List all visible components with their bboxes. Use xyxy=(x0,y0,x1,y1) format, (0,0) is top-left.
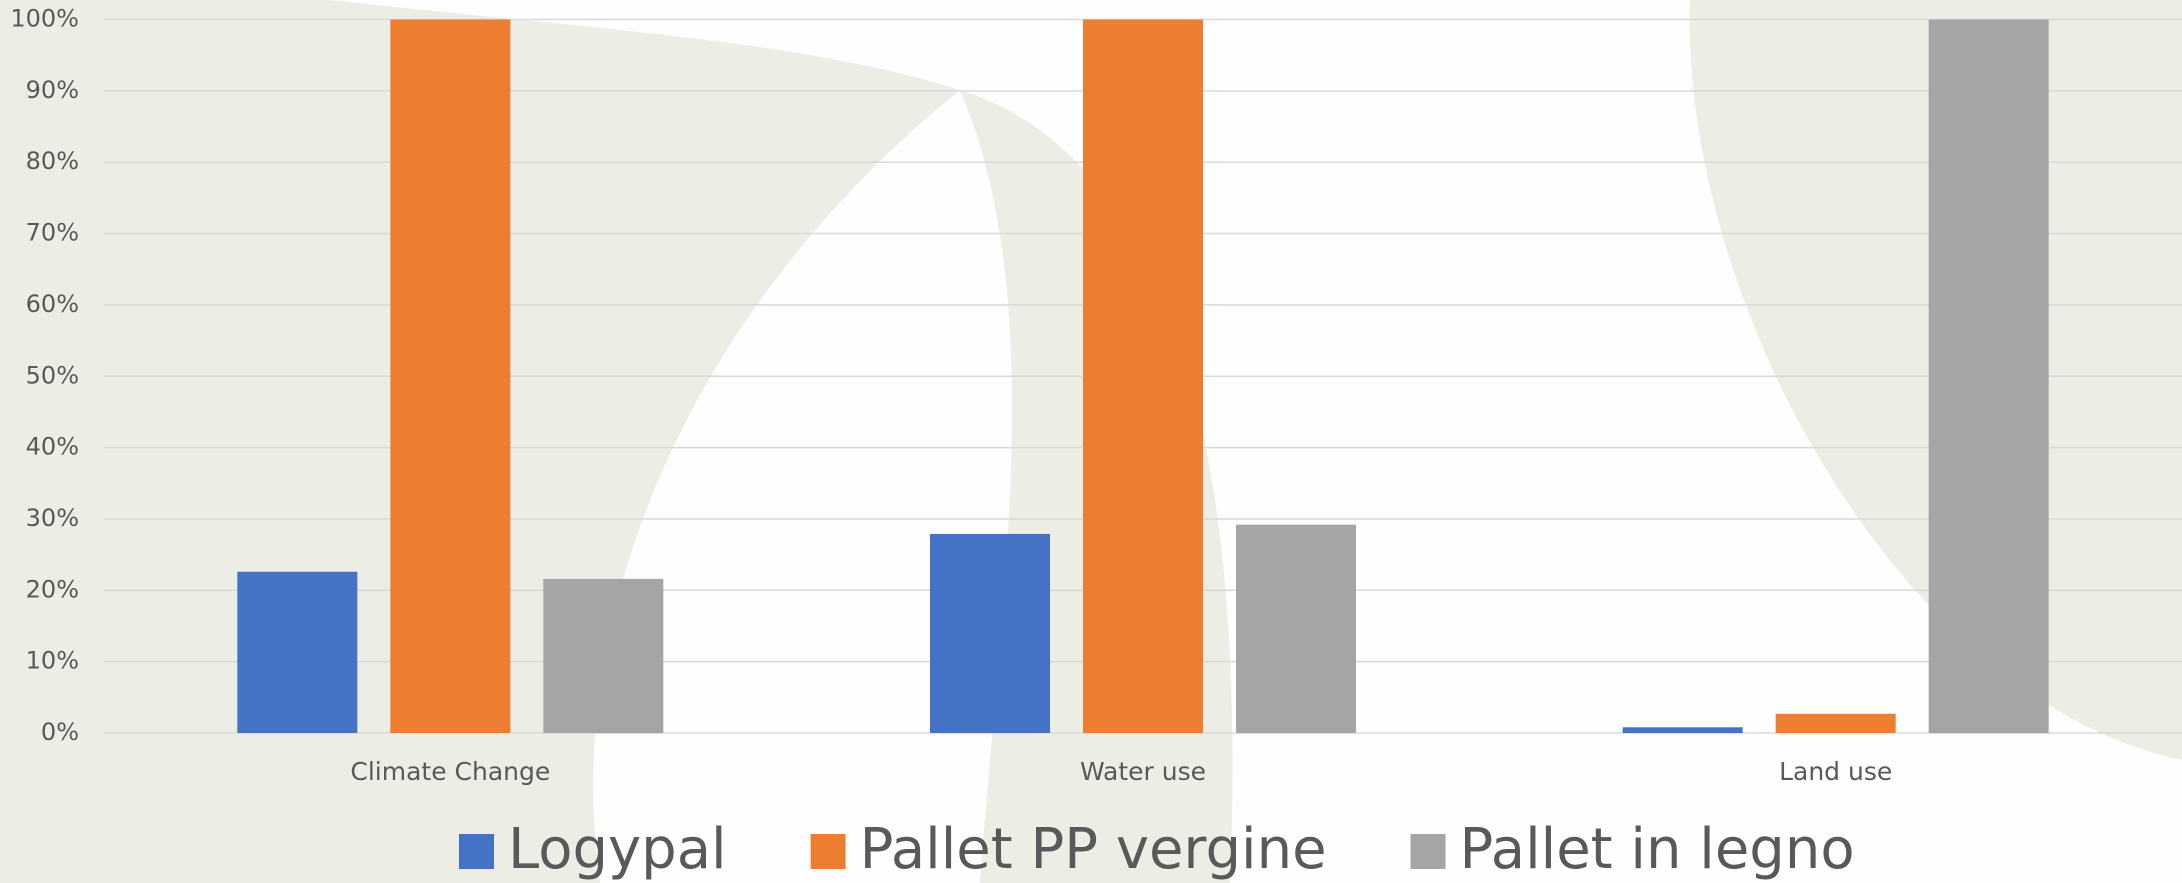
y-tick-label: 90% xyxy=(26,76,79,104)
legend-label: Pallet PP vergine xyxy=(860,817,1327,882)
legend-swatch xyxy=(1410,834,1446,869)
bar xyxy=(1083,19,1203,733)
bar xyxy=(1775,713,1896,733)
y-tick-label: 40% xyxy=(26,433,79,461)
y-tick-label: 20% xyxy=(26,575,79,603)
x-tick-label: Land use xyxy=(1779,757,1892,786)
y-tick-label: 60% xyxy=(26,290,79,318)
bar xyxy=(930,533,1050,733)
y-tick-label: 80% xyxy=(26,147,79,175)
bar xyxy=(390,19,511,733)
legend-swatch xyxy=(810,834,846,869)
legend-swatch xyxy=(459,834,494,869)
x-tick-label: Water use xyxy=(1080,757,1206,786)
y-tick-label: 30% xyxy=(26,504,79,532)
bar xyxy=(237,571,358,733)
legend-label: Logypal xyxy=(508,817,727,882)
y-tick-label: 100% xyxy=(10,5,79,33)
bar xyxy=(1622,727,1743,733)
y-tick-label: 70% xyxy=(26,219,79,247)
y-tick-label: 50% xyxy=(26,361,79,389)
y-tick-label: 10% xyxy=(26,647,79,675)
bar xyxy=(1928,19,2049,733)
bar xyxy=(543,578,664,733)
x-tick-label: Climate Change xyxy=(350,757,550,786)
bar xyxy=(1236,524,1356,733)
legend-label: Pallet in legno xyxy=(1460,817,1855,882)
y-tick-label: 0% xyxy=(41,718,79,746)
